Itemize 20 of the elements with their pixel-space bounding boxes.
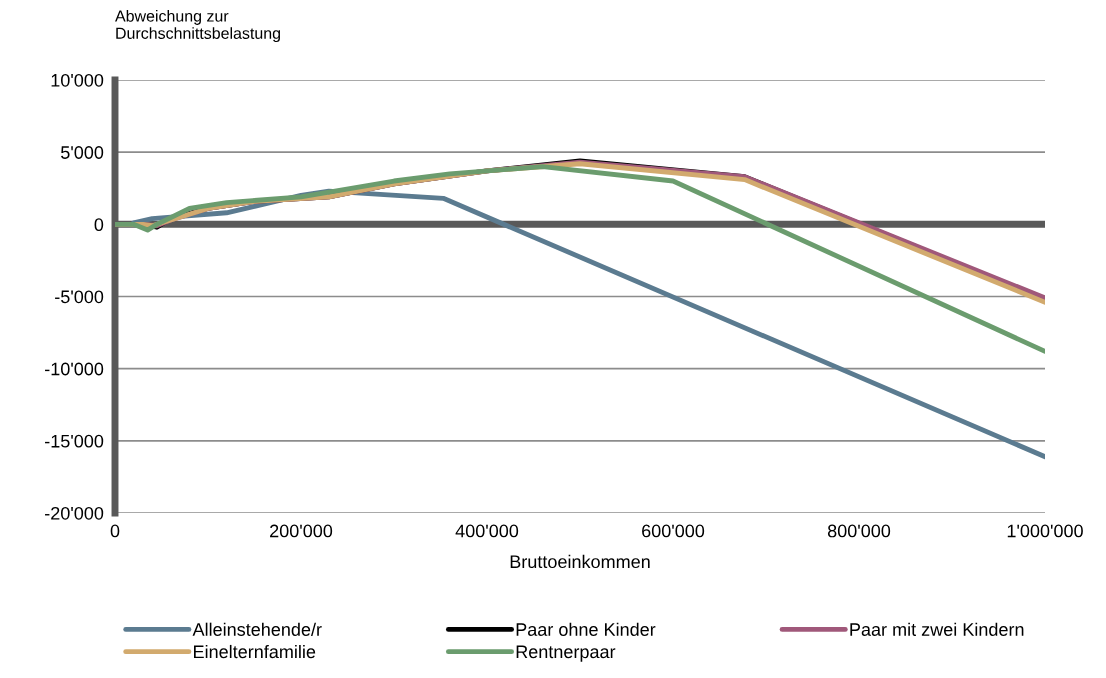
legend-label: Alleinstehende/r — [192, 622, 322, 636]
y-tick-label: -15'000 — [45, 434, 104, 448]
x-tick-label: 800'000 — [827, 524, 891, 538]
x-tick-label: 400'000 — [455, 524, 519, 538]
y-axis-title: Abweichung zur Durchschnittsbelastung — [115, 10, 280, 43]
legend-label: Paar mit zwei Kindern — [850, 622, 1024, 636]
y-tick-label: -5'000 — [55, 290, 104, 304]
x-tick-label: 0 — [110, 524, 120, 538]
y-tick-label: -20'000 — [45, 506, 104, 520]
y-tick-label: 0 — [94, 218, 104, 232]
x-tick-label: 200'000 — [270, 524, 333, 538]
y-tick-label: 5'000 — [61, 146, 104, 159]
legend-label: Paar ohne Kinder — [516, 622, 656, 636]
x-tick-label: 600'000 — [642, 524, 705, 538]
legend-label: Einelternfamilie — [194, 644, 316, 659]
y-tick-label: 10'000 — [51, 73, 104, 87]
legend-label: Rentnerpaar — [516, 645, 616, 662]
x-axis-title: Bruttoeinkommen — [510, 554, 650, 569]
x-tick-label: 1'000'000 — [1007, 524, 1083, 538]
y-tick-label: -10'000 — [45, 362, 104, 376]
